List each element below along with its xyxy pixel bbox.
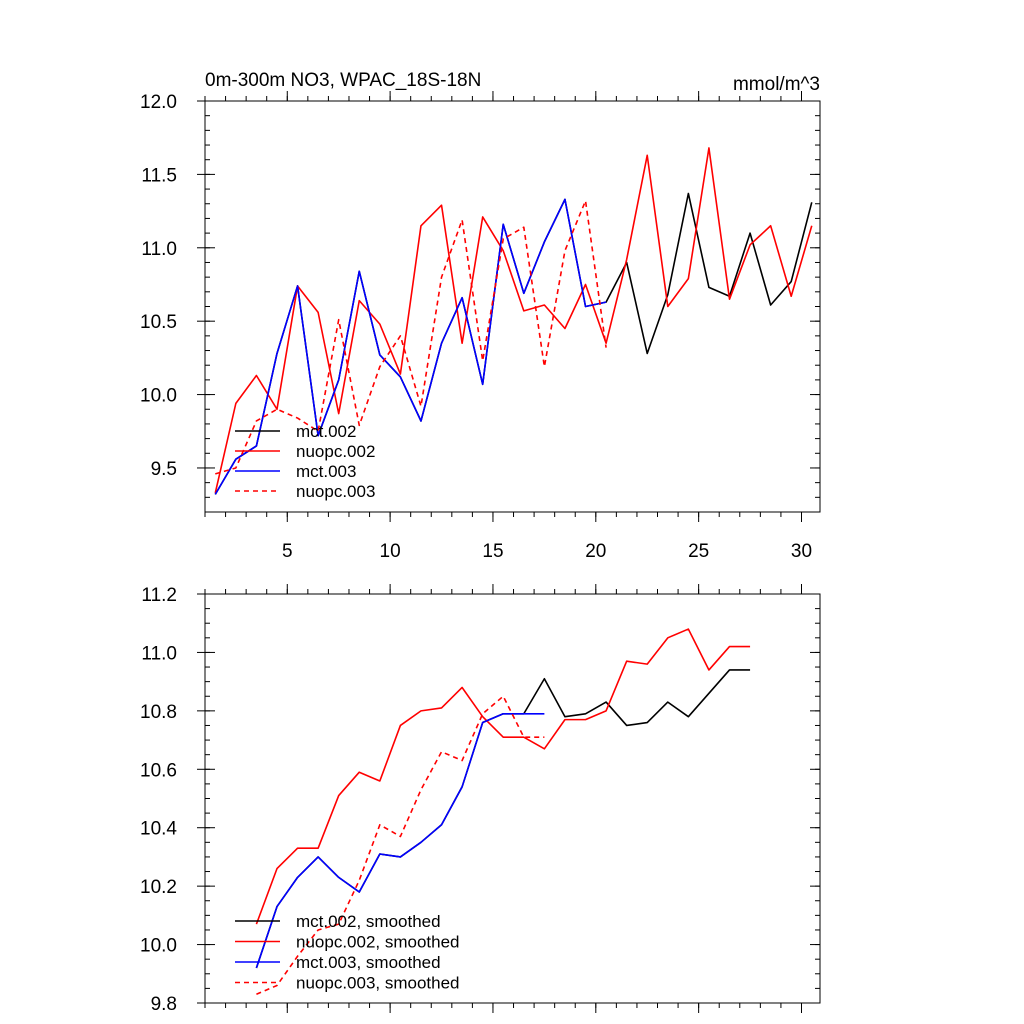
legend-label-2: mct.003 (296, 462, 356, 481)
panel-top-axes: 9.5 10.0 10.5 11.0 11.5 12.0 5 10 15 20 25 30 (140, 91, 820, 562)
x-tick-label: 15 (482, 541, 503, 562)
legend-label-0: mct.002 (296, 422, 356, 441)
x-tick-label: 20 (585, 541, 606, 562)
y-tick-label: 10.8 (140, 702, 177, 723)
legend-label-1: nuopc.002, smoothed (296, 933, 460, 952)
panel-top-series (214, 147, 813, 495)
panel-bottom-frame (204, 593, 821, 1004)
panel-top-frame (204, 100, 821, 513)
legend-label-2: mct.003, smoothed (296, 953, 441, 972)
y-tick-label: 10.4 (140, 819, 177, 840)
panel-top: 0m-300m NO3, WPAC_18S-18N mmol/m^3 mct.0… (140, 70, 821, 562)
y-tick-label: 11.0 (141, 643, 177, 664)
panel-bottom-series (255, 628, 751, 995)
y-tick-label: 10.6 (140, 760, 177, 781)
series-line-1 (255, 628, 751, 925)
y-tick-label: 9.5 (151, 459, 177, 480)
y-tick-label: 10.2 (140, 877, 177, 898)
panel-bottom-axes: 9.8 10.0 10.2 10.4 10.6 10.8 11.0 11.2 (140, 584, 820, 1015)
panel-bottom-legend: mct.002, smoothed nuopc.002, smoothedmct.… (235, 912, 460, 993)
x-tick-label: 5 (282, 541, 293, 562)
panel-top-units: mmol/m^3 (733, 74, 820, 95)
panel-bottom: mct.002, smoothed nuopc.002, smoothedmct.… (140, 584, 821, 1015)
y-tick-label: 10.5 (140, 312, 177, 333)
series-line-2 (214, 198, 607, 495)
legend-label-1: nuopc.002 (296, 442, 375, 461)
series-line-1 (214, 147, 813, 494)
y-tick-label: 10.0 (140, 936, 177, 957)
y-tick-label: 11.5 (141, 165, 177, 186)
y-tick-label: 9.8 (151, 994, 177, 1015)
legend-label-3: nuopc.003, smoothed (296, 974, 460, 993)
legend-label-3: nuopc.003 (296, 482, 375, 501)
panel-top-title: 0m-300m NO3, WPAC_18S-18N (205, 70, 481, 91)
x-tick-label: 25 (688, 541, 709, 562)
series-line-2 (255, 712, 545, 969)
series-line-3 (256, 695, 545, 995)
y-tick-label: 12.0 (140, 92, 177, 113)
y-tick-label: 10.0 (140, 386, 177, 407)
x-tick-label: 30 (791, 541, 812, 562)
series-line-3 (215, 200, 607, 475)
y-tick-label: 11.2 (141, 585, 177, 606)
legend-label-0: mct.002, smoothed (296, 912, 441, 931)
x-tick-label: 10 (380, 541, 401, 562)
y-tick-label: 11.0 (141, 239, 177, 260)
